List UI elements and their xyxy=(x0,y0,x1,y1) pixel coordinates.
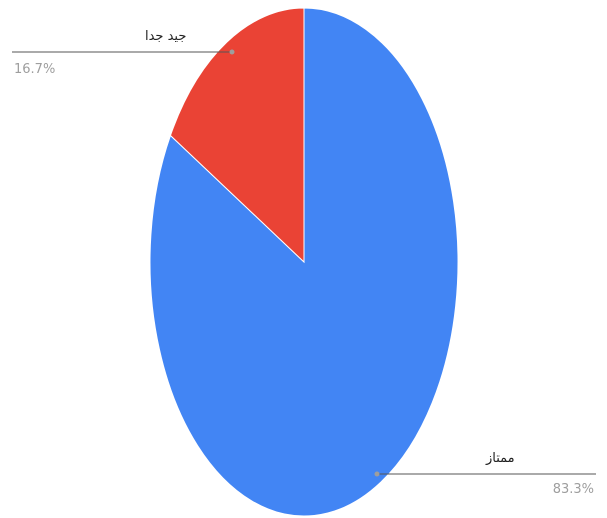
leader-dot-1 xyxy=(229,49,235,55)
leader-dot-0 xyxy=(374,471,380,477)
pie-slice-0 xyxy=(149,7,459,517)
slice-label-1: جيد جدا xyxy=(145,29,186,44)
pie-slice-1 xyxy=(169,7,305,264)
slice-label-0: ممتاز xyxy=(485,451,515,466)
slice-percent-1: 16.7% xyxy=(14,62,55,77)
slice-percent-0: 83.3% xyxy=(553,482,594,497)
